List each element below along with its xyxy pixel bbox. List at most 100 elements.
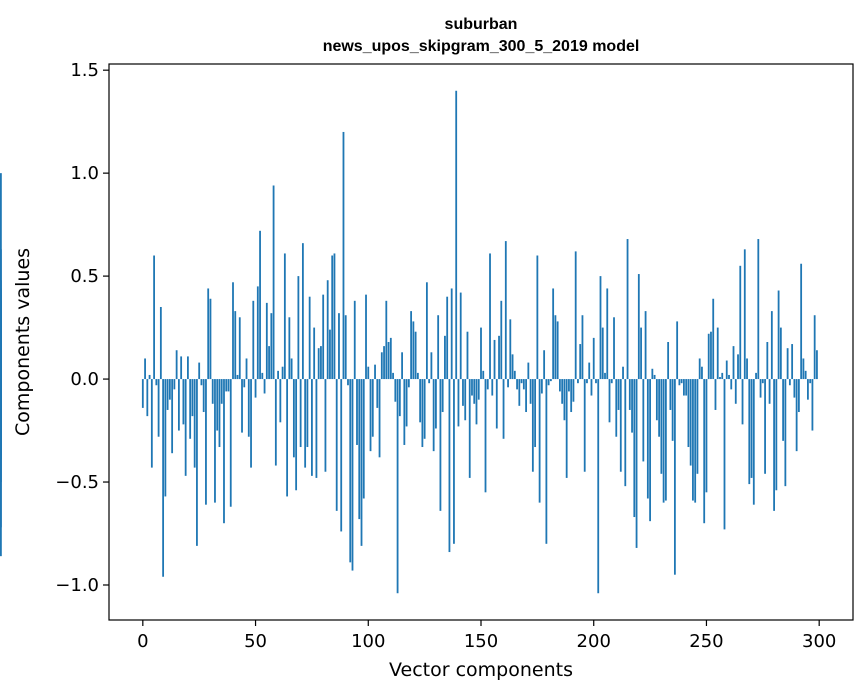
bar-111 <box>392 372 394 380</box>
bar-55 <box>265 302 268 380</box>
bar-291 <box>797 379 800 413</box>
bar-92 <box>349 379 352 563</box>
bar-207 <box>608 379 611 423</box>
bar-195 <box>581 315 584 380</box>
bar-174 <box>534 379 537 448</box>
bar-177 <box>540 379 543 394</box>
bar-104 <box>376 379 379 408</box>
bar-13 <box>171 379 174 454</box>
bar-108 <box>385 300 388 380</box>
bar-59 <box>274 379 277 466</box>
bar-105 <box>378 379 381 458</box>
bar-46 <box>245 358 248 380</box>
bar-25 <box>198 362 201 380</box>
bar-18 <box>182 379 185 425</box>
bar-23 <box>193 379 196 468</box>
bar-19 <box>184 379 187 476</box>
bar-20 <box>187 356 189 380</box>
bar-194 <box>579 344 582 380</box>
bar-160 <box>502 379 505 439</box>
bar-44 <box>241 379 243 433</box>
bar-286 <box>786 348 789 380</box>
bar-86 <box>335 379 338 511</box>
bar-208 <box>610 379 613 384</box>
bar-116 <box>403 379 406 445</box>
bar-8 <box>159 306 162 380</box>
bar-60 <box>277 370 279 380</box>
bar-224 <box>646 379 649 499</box>
bar-91 <box>347 379 349 386</box>
bar-142 <box>462 379 464 406</box>
bar-149 <box>477 379 480 400</box>
bar-36 <box>223 379 225 524</box>
bar-205 <box>604 372 606 380</box>
bar-undefined <box>0 280 2 380</box>
bar-191 <box>572 379 575 402</box>
bar-74 <box>308 296 311 380</box>
bar-215 <box>626 239 629 380</box>
bar-101 <box>369 379 372 452</box>
bar-175 <box>536 255 539 380</box>
bar-122 <box>416 372 419 380</box>
bar-98 <box>362 379 365 499</box>
bar-141 <box>459 292 462 380</box>
bar-26 <box>200 379 203 386</box>
bar-120 <box>412 321 415 380</box>
bar-255 <box>716 327 719 380</box>
bar-70 <box>299 379 302 448</box>
bar-233 <box>667 342 670 380</box>
bar-294 <box>804 370 807 380</box>
bar-97 <box>360 379 363 546</box>
bar-240 <box>683 379 685 396</box>
bar-62 <box>281 366 284 380</box>
bar-298 <box>813 315 816 380</box>
bar-0 <box>141 379 144 408</box>
bar-115 <box>401 352 403 380</box>
bar-56 <box>268 346 270 380</box>
bar-299 <box>816 350 818 380</box>
chart-subtitle: news_upos_skipgram_300_5_2019 model <box>323 38 640 55</box>
bar-7 <box>157 379 160 437</box>
bar-130 <box>435 379 437 429</box>
bar-181 <box>549 379 552 382</box>
bar-88 <box>340 379 343 532</box>
bar-163 <box>509 319 512 380</box>
bar-139 <box>455 90 458 380</box>
bar-76 <box>313 327 316 380</box>
bar-263 <box>734 379 737 404</box>
bar-14 <box>173 379 176 390</box>
bar-94 <box>353 300 356 380</box>
bar-252 <box>710 331 712 380</box>
bar-267 <box>743 249 746 380</box>
bar-234 <box>669 379 672 410</box>
bar-223 <box>644 311 647 380</box>
bar-77 <box>315 379 318 478</box>
bar-34 <box>218 379 221 448</box>
bar-280 <box>773 379 775 511</box>
bar-22 <box>191 379 194 417</box>
bar-39 <box>229 379 232 507</box>
bar-144 <box>466 331 469 380</box>
bar-127 <box>428 379 431 384</box>
bar-131 <box>437 315 440 380</box>
bar-170 <box>525 379 527 413</box>
bar-53 <box>261 372 264 380</box>
bar-2 <box>146 379 149 417</box>
bar-114 <box>398 379 401 417</box>
bar-262 <box>732 346 735 380</box>
bar-242 <box>687 379 690 448</box>
bar-184 <box>556 321 559 380</box>
bar-236 <box>673 379 676 575</box>
bar-257 <box>721 372 724 380</box>
bar-199 <box>590 379 593 396</box>
bar-161 <box>504 241 507 380</box>
x-tick-label: 300 <box>802 631 836 652</box>
bar-272 <box>755 372 757 380</box>
bar-162 <box>507 379 509 388</box>
bar-178 <box>543 350 546 380</box>
bar-230 <box>660 379 663 474</box>
bar-159 <box>500 300 503 380</box>
bar-239 <box>680 379 683 384</box>
bar-48 <box>250 379 252 468</box>
bar-284 <box>782 379 785 441</box>
